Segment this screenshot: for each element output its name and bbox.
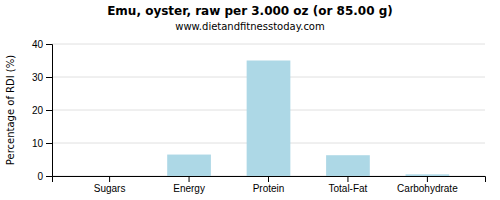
x-tick-mark	[347, 176, 348, 182]
y-tick-mark	[46, 176, 52, 177]
x-tick-mark	[427, 176, 428, 182]
y-tick-mark	[46, 77, 52, 78]
x-tick: Carbohydrate	[397, 176, 458, 194]
x-tick: Sugars	[94, 176, 126, 194]
title: Emu, oyster, raw per 3.000 oz (or 85.00 …	[107, 4, 393, 18]
x-axis: Sugars Energy Protein Total-Fat Carbohydrate	[53, 176, 486, 194]
x-tick: Protein	[253, 176, 285, 194]
y-tick-label: 0	[37, 171, 43, 182]
grid	[52, 44, 485, 176]
x-tick-label: Energy	[173, 183, 205, 194]
y-tick-label: 40	[32, 39, 44, 50]
x-tick: Energy	[173, 176, 205, 194]
bar	[406, 174, 450, 176]
x-tick: Total-Fat	[328, 176, 367, 194]
y-tick-mark	[46, 143, 52, 144]
x-tick-label: Protein	[253, 183, 285, 194]
x-tick-mark	[268, 176, 269, 182]
x-tick-label: Total-Fat	[328, 183, 367, 194]
y-tick-label: 20	[32, 105, 44, 116]
y-tick-mark	[46, 110, 52, 111]
chart: Emu, oyster, raw per 3.000 oz (or 85.00 …	[0, 0, 500, 200]
y-axis-line	[46, 45, 53, 177]
x-tick-label: Carbohydrate	[397, 183, 458, 194]
bar	[167, 155, 211, 176]
bar	[88, 176, 132, 177]
plot: 0 10 20 30 40 Sugars Energy Protein Total-Fat Car…	[32, 39, 486, 194]
y-tick: 10	[32, 138, 52, 149]
y-tick: 0	[37, 171, 52, 182]
x-tick-mark	[109, 176, 110, 182]
y-tick-mark	[46, 44, 52, 45]
bar	[326, 155, 370, 176]
y-tick-label: 10	[32, 138, 44, 149]
bars	[167, 61, 449, 177]
y-tick-label: 30	[32, 72, 44, 83]
x-tick-mark	[189, 176, 190, 182]
x-axis-line	[53, 177, 486, 183]
y-axis-title: Percentage of RDI (%)	[5, 55, 16, 165]
x-tick-label: Sugars	[94, 183, 126, 194]
y-tick: 40	[32, 39, 52, 50]
grid-line	[52, 44, 485, 45]
bar	[247, 61, 291, 177]
y-tick: 30	[32, 72, 52, 83]
y-tick: 20	[32, 105, 52, 116]
y-axis: 0 10 20 30 40	[32, 39, 53, 182]
subtitle: www.dietandfitnesstoday.com	[175, 21, 324, 32]
